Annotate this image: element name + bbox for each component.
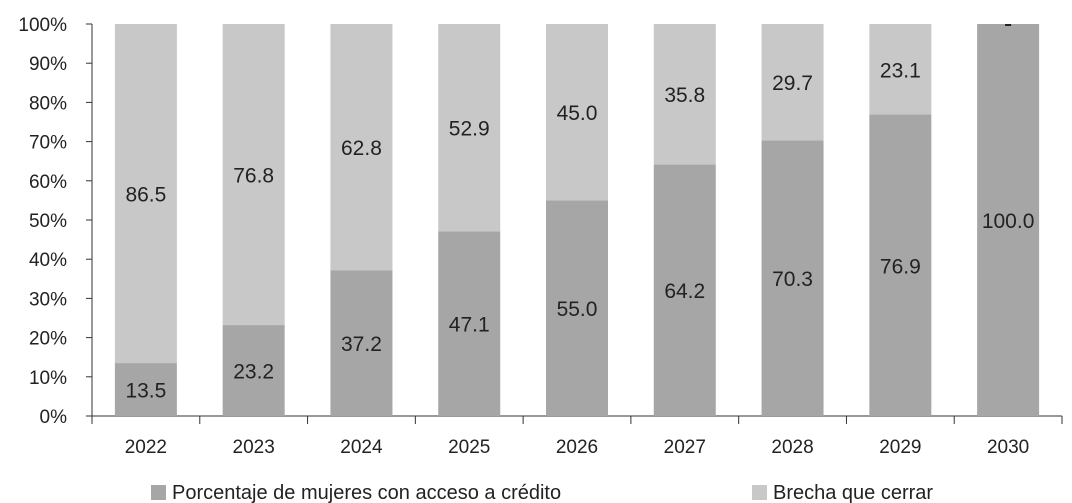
data-label: 52.9 bbox=[449, 118, 490, 141]
legend-swatch-access bbox=[151, 485, 166, 500]
y-tick-label: 30% bbox=[29, 289, 67, 310]
bars: 13.5 86.5 23.2 76.8 37.2 62.8 47.1 52.9 55.0 45.0… bbox=[114, 24, 1040, 416]
bar-segment-access bbox=[330, 270, 393, 416]
data-label: 29.7 bbox=[772, 72, 813, 95]
bar-segment-gap bbox=[653, 24, 716, 165]
data-label: 76.9 bbox=[880, 255, 921, 278]
data-label: 23.2 bbox=[233, 361, 274, 384]
bar-segment-gap bbox=[438, 24, 501, 232]
x-tick-label: 2024 bbox=[340, 437, 383, 458]
bar-segment-gap bbox=[546, 24, 608, 201]
bar-segment-gap bbox=[114, 24, 177, 364]
x-tick-label: 2026 bbox=[556, 437, 598, 458]
x-tick-label: 2023 bbox=[233, 437, 275, 458]
bar-segment-access bbox=[977, 24, 1040, 416]
y-tick-label: 20% bbox=[29, 329, 67, 350]
x-axis: 2022 2023 2024 2025 2026 2027 2028 2029 2030 bbox=[91, 415, 1063, 458]
bar-segment-access bbox=[653, 164, 716, 416]
data-label: 37.2 bbox=[341, 333, 382, 356]
legend-label-gap: Brecha que cerrar bbox=[773, 482, 933, 503]
x-tick-label: 2027 bbox=[664, 437, 706, 458]
legend-swatch-gap bbox=[752, 485, 767, 500]
y-tick-label: 100% bbox=[18, 15, 67, 36]
y-tick-label: 90% bbox=[29, 54, 67, 75]
y-tick-label: 80% bbox=[29, 93, 67, 114]
y-tick-label: 60% bbox=[29, 172, 67, 193]
data-label: 100.0 bbox=[982, 210, 1035, 233]
data-label: 45.0 bbox=[557, 102, 598, 125]
data-label: 86.5 bbox=[125, 184, 166, 207]
y-tick-label: 70% bbox=[29, 133, 67, 154]
bar-segment-access bbox=[546, 200, 608, 416]
y-axis: 0% 10% 20% 30% 40% 50% 60% 70% 80% 90% 100% bbox=[18, 15, 93, 428]
data-label: 70.3 bbox=[772, 268, 813, 291]
data-label: 35.8 bbox=[664, 84, 705, 107]
y-tick-label: 0% bbox=[40, 407, 68, 428]
data-label: 23.1 bbox=[880, 59, 921, 82]
x-tick-label: 2022 bbox=[125, 437, 167, 458]
bar-segment-access bbox=[438, 231, 501, 416]
data-label: 13.5 bbox=[125, 380, 166, 403]
x-tick-label: 2025 bbox=[448, 437, 490, 458]
legend: Porcentaje de mujeres con acceso a crédi… bbox=[151, 482, 933, 503]
x-tick-label: 2030 bbox=[987, 437, 1029, 458]
data-label: 62.8 bbox=[341, 137, 382, 160]
bar-segment-gap bbox=[869, 24, 932, 115]
y-tick-label: 40% bbox=[29, 250, 67, 271]
bar-segment-access bbox=[869, 114, 932, 416]
bar-segment-gap bbox=[761, 24, 824, 141]
bar-segment-access bbox=[114, 363, 177, 416]
legend-label-access: Porcentaje de mujeres con acceso a crédi… bbox=[172, 482, 561, 503]
x-tick-label: 2029 bbox=[879, 437, 921, 458]
data-label: 64.2 bbox=[664, 280, 705, 303]
bar-segment-access bbox=[761, 140, 824, 416]
data-label: 76.8 bbox=[233, 165, 274, 188]
bar-segment-gap bbox=[222, 24, 285, 326]
data-label: 55.0 bbox=[557, 298, 598, 321]
x-tick-label: 2028 bbox=[771, 437, 813, 458]
data-label: 47.1 bbox=[449, 314, 490, 337]
bar-segment-access bbox=[222, 325, 285, 416]
y-tick-label: 10% bbox=[29, 368, 67, 389]
top-marker bbox=[1005, 24, 1012, 26]
bar-segment-gap bbox=[330, 24, 393, 271]
y-tick-label: 50% bbox=[29, 211, 67, 232]
